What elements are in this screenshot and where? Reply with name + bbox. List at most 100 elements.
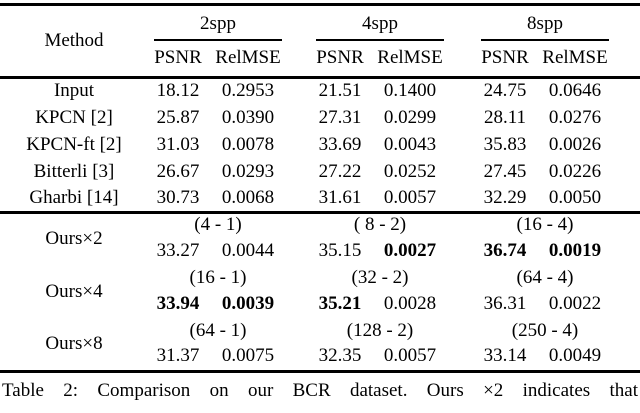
table-row-ours-x4-config: Ours×4 (16 - 1) (32 - 2) (64 - 4) — [0, 266, 640, 302]
config-cell: (250 - 4) — [511, 319, 579, 341]
psnr-cell: 33.27 — [156, 240, 200, 262]
relmse-cell: 0.0019 — [548, 240, 602, 262]
psnr-cell: 18.12 — [156, 80, 200, 102]
relmse-cell: 0.0390 — [221, 106, 275, 128]
relmse-cell: 0.2953 — [221, 80, 275, 102]
psnr-cell: 36.74 — [483, 240, 527, 262]
psnr-cell: 33.14 — [483, 345, 527, 367]
col-spacer — [450, 213, 475, 238]
psnr-cell: 35.21 — [318, 293, 362, 315]
col-spacer — [450, 132, 475, 159]
table-row-bitterli: Bitterli [3] 26.67 0.0293 27.22 0.0252 2… — [0, 159, 640, 186]
table-row-kpcn-ft: KPCN-ft [2] 31.03 0.0078 33.69 0.0043 35… — [0, 132, 640, 159]
method-cell: Ours×8 — [45, 332, 103, 354]
relmse-cell: 0.0057 — [370, 185, 450, 214]
col-spacer — [615, 266, 640, 291]
method-cell: Gharbi [14] — [0, 185, 148, 214]
col-spacer — [450, 40, 475, 79]
relmse-cell: 0.0050 — [535, 185, 615, 214]
relmse-cell: 0.0026 — [548, 133, 602, 155]
group-header-2spp: 2spp — [154, 13, 282, 41]
psnr-cell: 31.61 — [310, 185, 370, 214]
psnr-cell: 28.11 — [483, 106, 527, 128]
col-spacer — [288, 132, 310, 159]
psnr-cell: 31.37 — [156, 345, 200, 367]
col-spacer — [288, 319, 310, 344]
psnr-cell: 26.67 — [156, 160, 200, 182]
method-column-header: Method — [0, 4, 148, 79]
relmse-cell: 0.0044 — [221, 240, 275, 262]
col-spacer — [450, 105, 475, 132]
col-spacer — [450, 238, 475, 266]
group-cell-8spp: 8spp — [475, 5, 615, 41]
col-spacer — [288, 5, 310, 41]
relmse-cell: 0.0252 — [383, 160, 437, 182]
psnr-cell: 33.94 — [156, 293, 200, 315]
config-cell: (16 - 4) — [516, 214, 574, 236]
table-caption: Table 2: Comparison on our BCR dataset. … — [2, 380, 638, 401]
config-cell: (64 - 4) — [516, 266, 574, 288]
table-row-ours-x8-config: Ours×8 (64 - 1) (128 - 2) (250 - 4) — [0, 319, 640, 354]
col-spacer — [288, 78, 310, 105]
table-row-ours-x2-config: Ours×2 (4 - 1) ( 8 - 2) (16 - 4) — [0, 213, 640, 249]
relmse-cell: 0.0075 — [221, 345, 275, 367]
relmse-cell: 0.0057 — [383, 345, 437, 367]
subheader-psnr-2spp: PSNR — [148, 40, 208, 79]
psnr-cell: 31.03 — [156, 133, 200, 155]
relmse-cell: 0.0049 — [548, 345, 602, 367]
col-spacer — [288, 266, 310, 291]
results-table: Method 2spp 4spp 8spp PSNR RelMSE PSNR R… — [0, 3, 640, 373]
relmse-cell: 0.0028 — [383, 293, 437, 315]
psnr-cell: 36.31 — [483, 293, 527, 315]
config-cell: (64 - 1) — [189, 319, 247, 341]
relmse-cell: 0.0043 — [383, 133, 437, 155]
col-spacer — [288, 105, 310, 132]
col-spacer — [615, 344, 640, 372]
col-spacer — [288, 159, 310, 186]
col-spacer — [450, 266, 475, 291]
col-spacer — [288, 185, 310, 214]
relmse-cell: 0.0022 — [548, 293, 602, 315]
col-spacer — [615, 5, 640, 41]
group-header-8spp: 8spp — [481, 13, 609, 41]
col-spacer — [450, 185, 475, 214]
psnr-cell: 27.22 — [318, 160, 362, 182]
relmse-cell: 0.0293 — [221, 160, 275, 182]
config-cell: ( 8 - 2) — [353, 214, 407, 236]
relmse-cell: 0.0039 — [221, 293, 275, 315]
psnr-cell: 32.29 — [475, 185, 535, 214]
method-cell: Bitterli [3] — [33, 160, 115, 182]
col-spacer — [288, 213, 310, 238]
relmse-cell: 0.0646 — [548, 80, 602, 102]
col-spacer — [615, 185, 640, 214]
group-header-4spp: 4spp — [316, 13, 444, 41]
subheader-psnr-4spp: PSNR — [310, 40, 370, 79]
col-spacer — [288, 40, 310, 79]
subheader-psnr-8spp: PSNR — [475, 40, 535, 79]
table-row-ours-x4-values: 33.94 0.0039 35.21 0.0028 36.31 0.0022 — [0, 291, 640, 319]
col-spacer — [615, 213, 640, 238]
col-spacer — [615, 105, 640, 132]
config-cell: (4 - 1) — [194, 214, 242, 236]
method-cell: Ours×4 — [45, 280, 103, 302]
psnr-cell: 35.15 — [318, 240, 362, 262]
col-spacer — [450, 159, 475, 186]
relmse-cell: 0.0226 — [548, 160, 602, 182]
col-spacer — [450, 344, 475, 372]
col-spacer — [450, 5, 475, 41]
psnr-cell: 30.73 — [148, 185, 208, 214]
psnr-cell: 24.75 — [483, 80, 527, 102]
col-spacer — [450, 291, 475, 319]
col-spacer — [615, 78, 640, 105]
psnr-cell: 21.51 — [318, 80, 362, 102]
col-spacer — [615, 291, 640, 319]
method-cell: KPCN-ft [2] — [26, 133, 122, 155]
col-spacer — [615, 40, 640, 79]
method-cell: KPCN [2] — [35, 106, 113, 128]
col-spacer — [615, 319, 640, 344]
group-cell-2spp: 2spp — [148, 5, 288, 41]
col-spacer — [450, 78, 475, 105]
subheader-relmse-8spp: RelMSE — [535, 40, 615, 79]
header-row-metrics: PSNR RelMSE PSNR RelMSE PSNR RelMSE — [0, 40, 640, 79]
config-cell: (32 - 2) — [351, 266, 409, 288]
